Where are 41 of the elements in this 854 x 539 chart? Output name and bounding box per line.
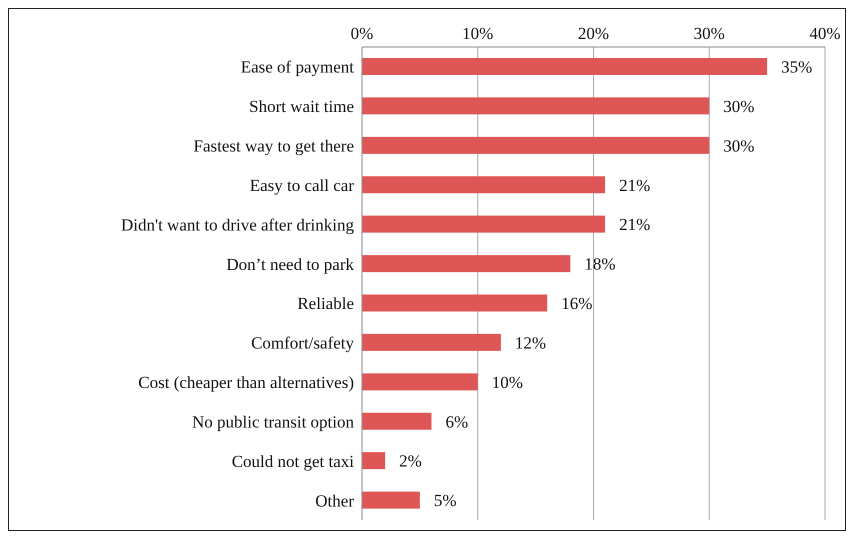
y-tick-label: No public transit option <box>192 412 354 432</box>
y-tick-label: Could not get taxi <box>232 452 354 471</box>
y-tick-label: Didn't want to drive after drinking <box>121 215 354 234</box>
bar <box>362 492 420 509</box>
data-label: 21% <box>619 215 650 234</box>
bar <box>362 334 501 351</box>
y-tick-label: Cost (cheaper than alternatives) <box>138 373 354 392</box>
data-label: 12% <box>514 333 546 352</box>
x-tick-label: 40% <box>809 24 841 43</box>
data-label: 5% <box>434 491 457 510</box>
x-tick-label: 0% <box>350 24 374 43</box>
x-tick-label: 10% <box>462 24 494 43</box>
y-tick-label: Don’t need to park <box>226 254 354 274</box>
y-tick-label: Fastest way to get there <box>193 136 354 156</box>
x-tick-label: 30% <box>694 24 725 43</box>
data-label: 18% <box>584 254 616 274</box>
bar <box>362 452 386 470</box>
bar <box>362 58 768 75</box>
data-label: 30% <box>723 136 754 156</box>
y-tick-label: Other <box>315 491 354 510</box>
bar <box>362 373 478 390</box>
bar <box>362 136 710 154</box>
y-tick-label: Easy to call car <box>250 176 354 195</box>
x-tick-label: 20% <box>578 24 610 43</box>
data-label: 16% <box>561 294 592 314</box>
y-tick-label: Reliable <box>297 294 354 314</box>
data-label: 35% <box>781 58 812 77</box>
bar <box>362 176 606 194</box>
y-tick-label: Ease of payment <box>240 58 354 77</box>
bar <box>362 294 548 312</box>
bar <box>362 97 710 114</box>
bar <box>362 412 432 430</box>
data-label: 10% <box>492 372 523 392</box>
bar <box>362 216 606 233</box>
data-label: 30% <box>723 96 754 116</box>
bar <box>362 255 570 272</box>
data-label: 21% <box>619 176 650 195</box>
y-tick-label: Comfort/safety <box>251 334 354 353</box>
data-label: 6% <box>445 412 468 432</box>
data-label: 2% <box>399 452 422 471</box>
y-tick-label: Short wait time <box>249 97 354 116</box>
